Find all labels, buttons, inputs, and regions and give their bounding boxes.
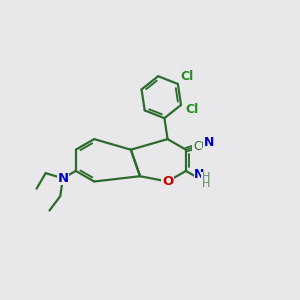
Text: N: N — [57, 172, 68, 185]
Text: N: N — [194, 168, 205, 181]
Text: O: O — [162, 175, 173, 188]
Text: C: C — [193, 140, 201, 153]
Text: N: N — [204, 136, 214, 149]
Text: Cl: Cl — [185, 103, 199, 116]
Text: H: H — [202, 179, 210, 189]
Text: Cl: Cl — [180, 70, 194, 83]
Text: H: H — [202, 172, 210, 182]
